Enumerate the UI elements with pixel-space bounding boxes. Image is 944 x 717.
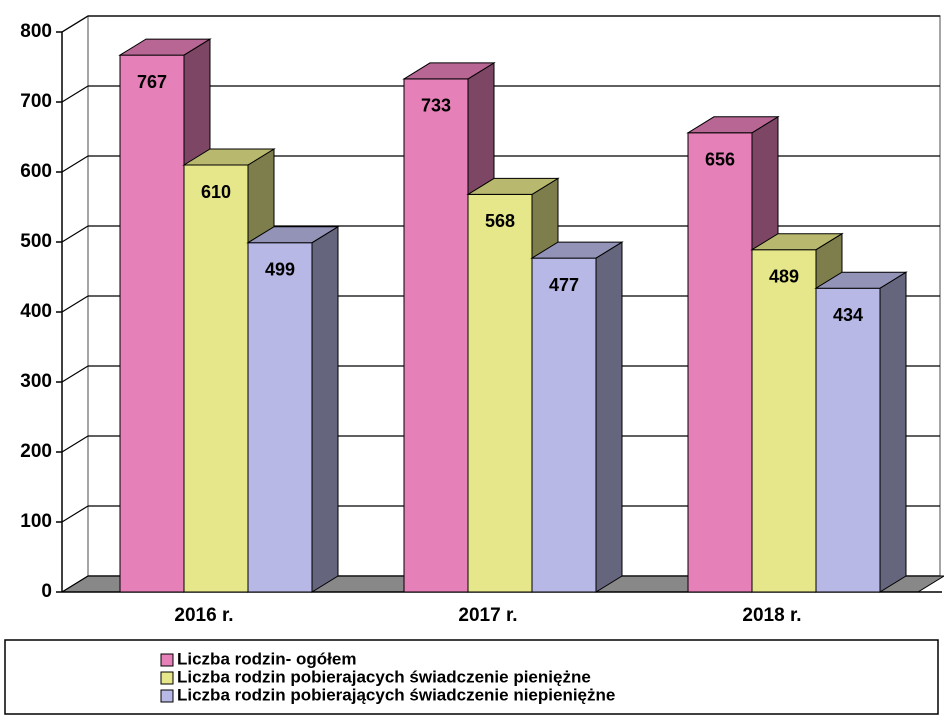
bar-top: [750, 233, 844, 251]
data-label: 568: [485, 211, 515, 231]
grid-line-side: [61, 15, 89, 33]
bar-top-shade: [184, 149, 274, 165]
bar: [687, 132, 753, 593]
data-label: 610: [201, 182, 231, 202]
bar-side-shade: [880, 272, 906, 592]
data-label: 733: [421, 96, 451, 116]
y-tick-label: 800: [20, 21, 52, 42]
legend-label: Liczba rodzin pobierających świadczenie …: [177, 685, 615, 704]
bar-side-shade: [596, 242, 622, 592]
data-label: 477: [549, 275, 579, 295]
bar-top: [182, 148, 276, 166]
grid-line-side: [61, 505, 89, 523]
bar-top: [118, 38, 212, 56]
bar-top-shade: [688, 116, 778, 133]
bar-top: [530, 241, 624, 259]
grid-line-side: [61, 225, 89, 243]
y-tick-label: 0: [41, 581, 52, 602]
y-tick-label: 100: [20, 511, 52, 532]
bar-side-shade: [312, 226, 338, 592]
bar: [247, 242, 313, 593]
y-tick-label: 300: [20, 371, 52, 392]
bar-top: [686, 116, 780, 134]
y-tick-label: 700: [20, 91, 52, 112]
bar-top: [466, 177, 560, 195]
data-label: 499: [265, 259, 295, 279]
grid-line-side: [61, 575, 89, 593]
bar-top-shade: [404, 62, 494, 79]
bar: [403, 78, 469, 593]
bar-top-shade: [120, 39, 210, 56]
data-label: 656: [705, 150, 735, 170]
bar-top: [402, 62, 496, 80]
y-tick-label: 200: [20, 441, 52, 462]
bar-top: [814, 271, 908, 289]
x-tick-label: 2016 r.: [174, 605, 233, 626]
grid-line-side: [61, 85, 89, 103]
bar: [751, 249, 817, 593]
legend-label: Liczba rodzin pobierajacych świadczenie …: [177, 667, 591, 686]
data-label: 434: [833, 305, 863, 325]
bar-top-shade: [816, 272, 906, 289]
bar: [531, 257, 597, 593]
legend-swatch: [160, 689, 174, 703]
x-tick-label: 2018 r.: [742, 605, 801, 626]
grid-line-side: [61, 295, 89, 313]
y-tick-label: 600: [20, 161, 52, 182]
bar-top-shade: [468, 178, 558, 195]
legend-swatch: [160, 653, 174, 667]
grid-line-side: [61, 435, 89, 453]
bar: [183, 164, 249, 593]
bar: [815, 287, 881, 593]
bar-top-shade: [248, 226, 338, 243]
bar-top-shade: [752, 233, 842, 250]
legend-swatch: [160, 671, 174, 685]
y-tick-label: 400: [20, 301, 52, 322]
grid-line-side: [61, 365, 89, 383]
grid-line-side: [61, 155, 89, 173]
x-tick-label: 2017 r.: [458, 605, 517, 626]
bar: [119, 54, 185, 593]
bar: [467, 193, 533, 593]
legend-label: Liczba rodzin- ogółem: [177, 649, 356, 668]
bar-top: [246, 226, 340, 244]
y-tick-label: 500: [20, 231, 52, 252]
bar-top-shade: [532, 242, 622, 259]
data-label: 489: [769, 266, 799, 286]
data-label: 767: [137, 72, 167, 92]
